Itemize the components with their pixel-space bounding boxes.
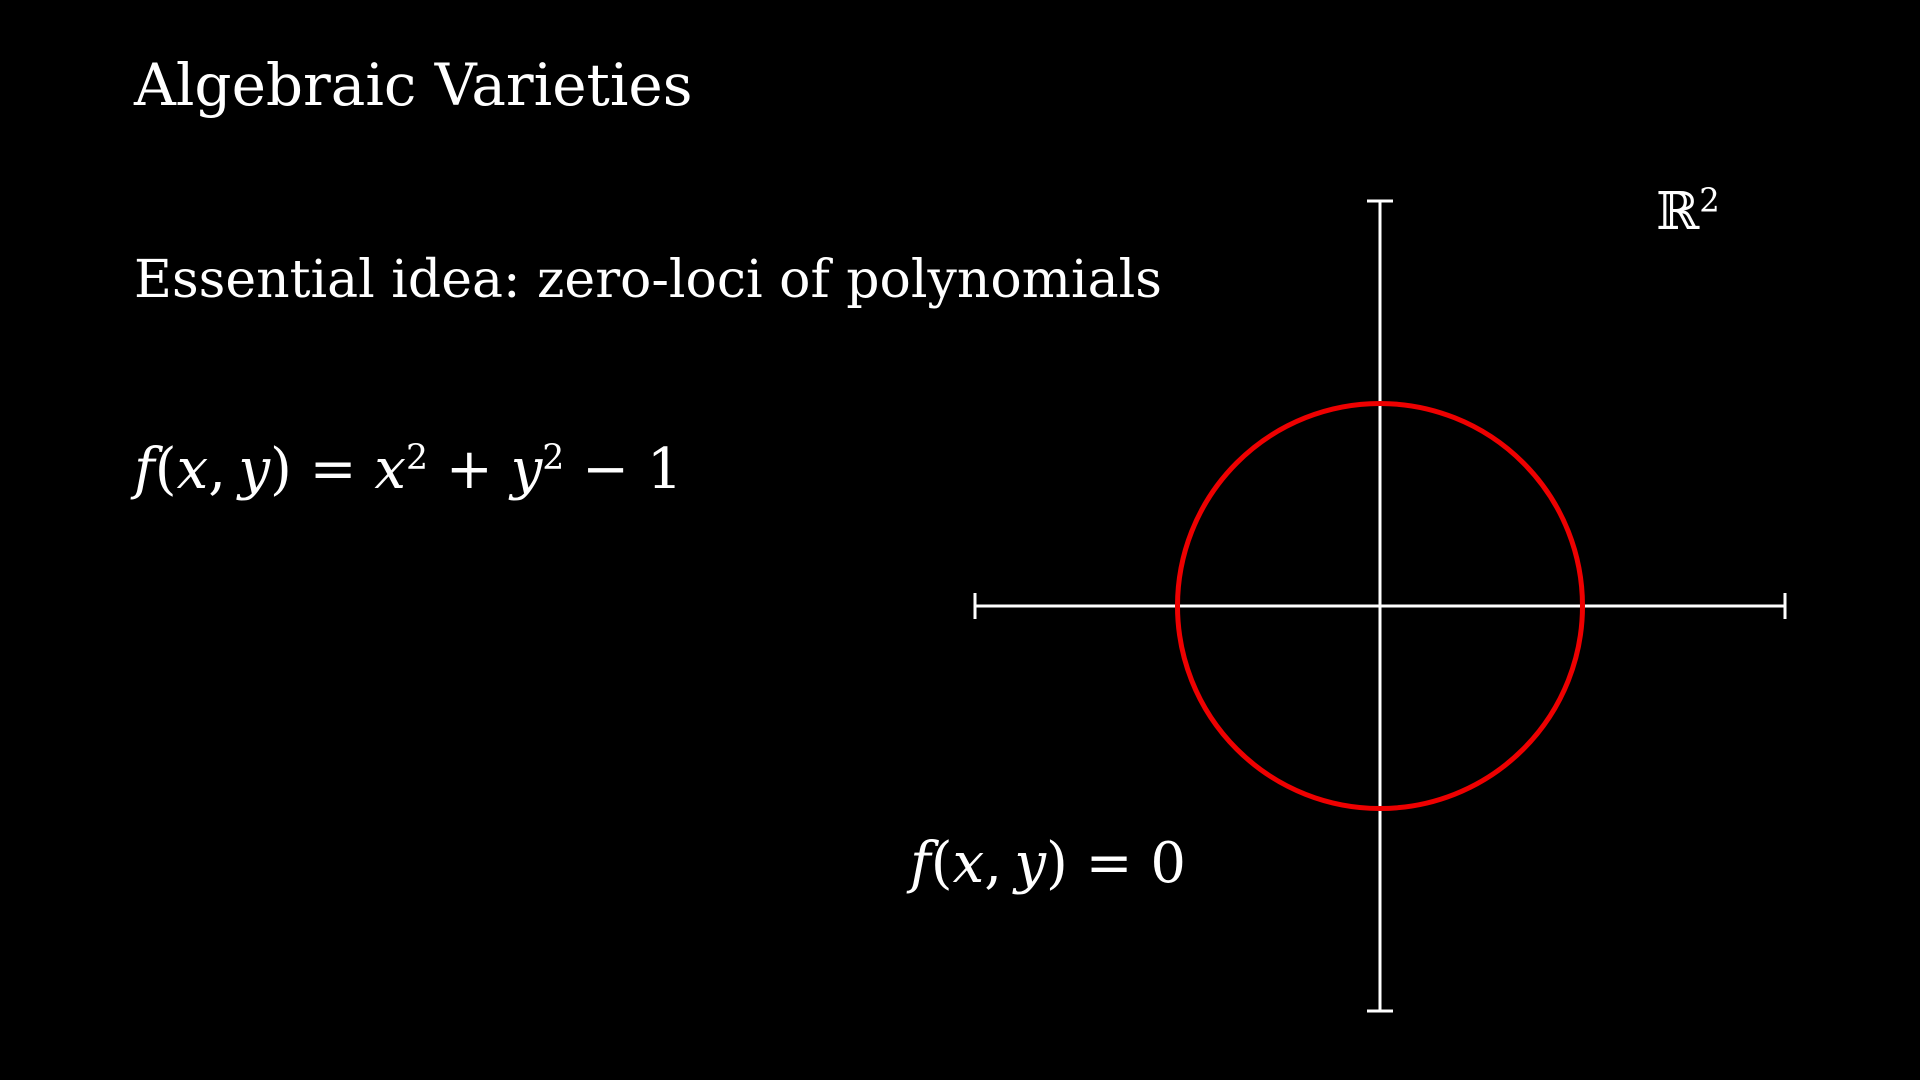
var-y: y <box>1014 831 1046 896</box>
plus-sign: + <box>445 437 493 502</box>
close-paren: ) <box>269 437 292 502</box>
axes <box>973 199 1787 1013</box>
zero-value: 0 <box>1150 831 1186 896</box>
func-symbol: f <box>910 831 931 896</box>
minus-sign: − <box>582 437 630 502</box>
dimension-exponent: 2 <box>1699 181 1720 220</box>
slide-title: Algebraic Varieties <box>134 51 693 119</box>
real-numbers-symbol: ℝ <box>1656 182 1700 242</box>
unit-circle-curve <box>1175 401 1585 811</box>
var-y: y <box>238 437 270 502</box>
equals-sign: = <box>309 437 357 502</box>
slide-subtitle: Essential idea: zero-loci of polynomials <box>134 250 1162 310</box>
zero-locus-label: f(x, y) = 0 <box>910 836 1186 892</box>
open-paren: ( <box>930 831 953 896</box>
real-plane-label: ℝ2 <box>1656 184 1720 238</box>
exponent-y: 2 <box>542 437 565 478</box>
term-y: y <box>510 437 543 502</box>
var-x: x <box>176 437 209 502</box>
polynomial-equation: f(x, y) = x2 + y2 − 1 <box>134 441 683 498</box>
term-x: x <box>374 437 406 502</box>
var-x: x <box>952 831 985 896</box>
open-paren: ( <box>154 437 177 502</box>
equals-sign: = <box>1085 831 1133 896</box>
comma: , <box>208 437 226 502</box>
constant-term: 1 <box>646 437 683 502</box>
func-symbol: f <box>134 437 155 502</box>
close-paren: ) <box>1045 831 1068 896</box>
comma: , <box>984 831 1002 896</box>
exponent-x: 2 <box>405 437 429 478</box>
